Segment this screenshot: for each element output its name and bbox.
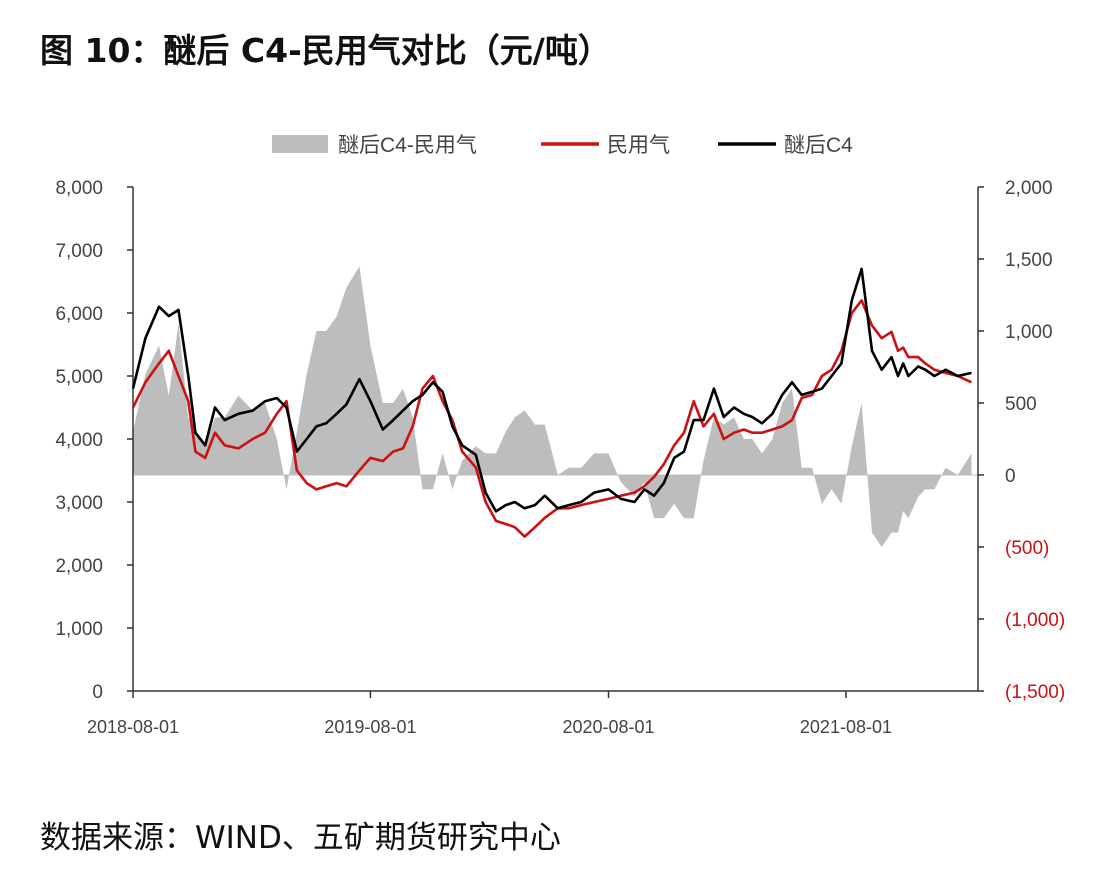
right-tick-label: 1,000	[1005, 322, 1053, 343]
figure-source: 数据来源：WIND、五矿期货研究中心	[40, 820, 561, 856]
legend-label: 醚后C4-民用气	[338, 134, 477, 157]
axes-layer: 0 1,000 2,000 3,000 4,000 5,000 6,000 7,000 8,00…	[55, 178, 1065, 737]
left-tick-label: 4,000	[55, 430, 103, 451]
left-tick-label: 2,000	[55, 556, 103, 577]
left-tick-label: 6,000	[55, 304, 103, 325]
x-tick-label: 2019-08-01	[324, 717, 416, 737]
legend: 醚后C4-民用气 民用气 醚后C4	[272, 134, 853, 157]
left-tick-label: 1,000	[55, 619, 103, 640]
legend-swatch-area	[272, 135, 328, 153]
lines-layer	[131, 267, 973, 538]
x-tick-label: 2018-08-01	[87, 717, 179, 737]
right-tick-label: 0	[1005, 466, 1016, 487]
legend-label: 民用气	[607, 134, 670, 157]
left-tick-label: 7,000	[55, 241, 103, 262]
right-tick-label: (500)	[1005, 538, 1049, 559]
x-tick-label: 2021-08-01	[800, 717, 892, 737]
right-tick-label: 1,500	[1005, 250, 1053, 271]
series-diff-area	[133, 266, 972, 547]
series-c4-line	[131, 267, 972, 513]
right-tick-label: (1,500)	[1005, 682, 1065, 703]
x-tick-label: 2020-08-01	[562, 717, 654, 737]
figure-title: 图 10：醚后 C4-民用气对比（元/吨）	[40, 31, 611, 70]
diff-area-layer	[133, 266, 972, 547]
chart: 0 1,000 2,000 3,000 4,000 5,000 6,000 7,000 8,00…	[55, 134, 1065, 737]
left-tick-label: 0	[92, 682, 103, 703]
left-tick-label: 5,000	[55, 367, 103, 388]
right-tick-label: (1,000)	[1005, 610, 1065, 631]
right-tick-label: 500	[1005, 394, 1037, 415]
left-tick-label: 3,000	[55, 493, 103, 514]
left-tick-label: 8,000	[55, 178, 103, 199]
legend-label: 醚后C4	[784, 134, 853, 157]
right-tick-label: 2,000	[1005, 178, 1053, 199]
